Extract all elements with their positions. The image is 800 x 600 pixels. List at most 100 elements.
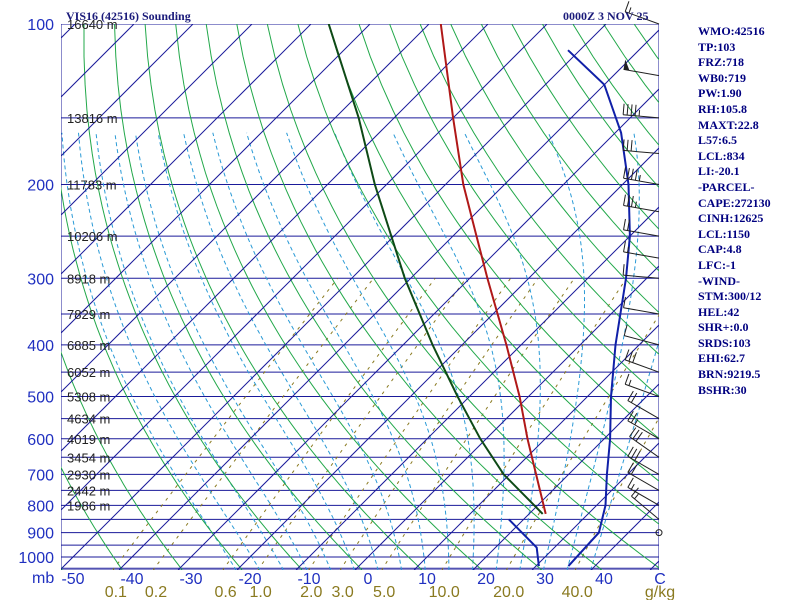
wind-barb-flag — [623, 167, 626, 179]
wind-barb-half-flag — [634, 419, 639, 426]
height-label: 13816 m — [67, 111, 118, 126]
height-label: 6885 m — [67, 338, 110, 353]
wind-barb-flag — [624, 349, 630, 361]
mixing-ratio-line — [505, 314, 659, 570]
wind-barb-staff — [623, 149, 660, 155]
mixing-ratio-tick-label: 0.1 — [105, 584, 127, 600]
dewpoint-trace — [327, 24, 544, 515]
wind-barb — [629, 427, 660, 458]
moist-adiabat-line — [590, 339, 659, 570]
pressure-tick-label: 600 — [27, 432, 54, 449]
mixing-ratio-line — [257, 278, 467, 570]
wind-barb-staff — [631, 495, 660, 520]
wind-barb-flag — [623, 324, 628, 336]
index-item: WB0:719 — [698, 70, 746, 85]
mixing-ratio-tick-label: 20.0 — [493, 584, 524, 600]
dry-adiabat-line — [358, 24, 659, 440]
wind-barb-flag — [627, 477, 634, 488]
moist-adiabat-line — [392, 132, 505, 570]
wind-barb-flag — [630, 412, 638, 424]
wind-barb-flag — [627, 462, 634, 473]
wind-barb-flag — [626, 219, 630, 231]
wind-barb-flag — [634, 450, 641, 461]
height-label: 2442 m — [67, 483, 110, 498]
wind-barb-staff — [627, 400, 660, 420]
dry-adiabat-line — [328, 24, 659, 482]
isotherm-line — [472, 383, 659, 570]
temperature-tick-label: 30 — [536, 571, 554, 588]
wind-barb-flag — [624, 1, 630, 12]
wind-barb-half-flag — [634, 493, 639, 500]
isotherm-line — [531, 442, 659, 570]
storm-motion-marker — [655, 529, 663, 537]
isotherm-line — [236, 147, 659, 570]
wind-barb-flag — [623, 296, 626, 308]
index-item: -PARCEL- — [698, 179, 755, 194]
index-item: BRN:9219.5 — [698, 367, 761, 382]
dry-adiabat-line — [0, 24, 3, 571]
wind-barb-flag — [630, 195, 634, 207]
isotherm-line — [61, 24, 194, 157]
isotherm-line — [295, 206, 659, 570]
moist-adiabat-line — [157, 132, 355, 570]
dry-adiabat-line — [389, 24, 659, 398]
wind-barb-staff — [623, 251, 660, 259]
pressure-tick-label: 200 — [27, 177, 54, 194]
wind-barb — [623, 324, 660, 346]
wind-barb-staff — [623, 307, 660, 315]
temperature-tick-label: 10 — [418, 571, 436, 588]
wind-barb — [627, 390, 660, 420]
wind-barb-flag — [624, 373, 630, 385]
index-item: CAPE:272130 — [698, 195, 771, 210]
wind-barb — [631, 487, 660, 520]
index-item: SHR+:0.0 — [698, 320, 749, 335]
isotherm-line — [61, 24, 430, 393]
index-item: LI:-20.1 — [698, 164, 740, 179]
wind-barb — [623, 167, 660, 185]
height-label: 8918 m — [67, 271, 110, 286]
wind-barb-flag — [622, 103, 625, 115]
isotherm-line — [61, 24, 548, 511]
wind-barb-flag — [626, 195, 630, 207]
moist-adiabat-line — [114, 132, 308, 570]
wind-barb-staff — [625, 383, 660, 398]
mixing-ratio-line — [441, 278, 627, 570]
pressure-tick-label: 100 — [27, 17, 54, 34]
dry-adiabat-line — [236, 24, 603, 570]
mixing-ratio-tick-label: 0.6 — [214, 584, 236, 600]
index-item: CINH:12625 — [698, 211, 764, 226]
wind-barb — [627, 446, 660, 475]
wind-barb-flag — [630, 448, 638, 459]
isotherm-line — [61, 24, 371, 334]
wind-barb-flag — [626, 139, 629, 151]
index-item: MAXT:22.8 — [698, 117, 759, 132]
wind-barb-pennant — [623, 59, 630, 71]
wind-barb-flag — [626, 167, 630, 179]
moist-adiabat-line — [95, 132, 284, 570]
wind-barb-flag — [622, 139, 625, 151]
wind-barb-staff — [629, 436, 660, 458]
wind-barb — [623, 59, 660, 77]
dry-adiabat-line — [205, 24, 543, 570]
temperature-tick-label: -50 — [61, 571, 84, 588]
index-item: BSHR:30 — [698, 382, 747, 397]
height-label: 1986 m — [67, 498, 110, 513]
sounding-traces — [327, 24, 631, 567]
wind-barb-staff — [623, 68, 660, 77]
mixing-ratio-lines — [112, 277, 659, 570]
moist-adiabat-line — [212, 132, 403, 570]
moist-adiabat-line — [334, 132, 475, 570]
wind-barb-flag — [627, 390, 634, 401]
surface-parcel-trace — [508, 518, 540, 567]
isotherm-line — [61, 24, 253, 216]
index-item: WMO:42516 — [698, 24, 765, 38]
wind-barb-staff — [623, 177, 660, 185]
moist-adiabat-line — [566, 132, 640, 570]
wind-barb-staff — [623, 204, 660, 213]
index-item: FRZ:718 — [698, 55, 744, 70]
moist-adiabat-line — [246, 132, 426, 570]
height-label: 7829 m — [67, 307, 110, 322]
wind-barb-half-flag — [628, 379, 632, 386]
pressure-unit-label: mb — [32, 570, 54, 587]
wind-barb-flag — [631, 487, 639, 497]
